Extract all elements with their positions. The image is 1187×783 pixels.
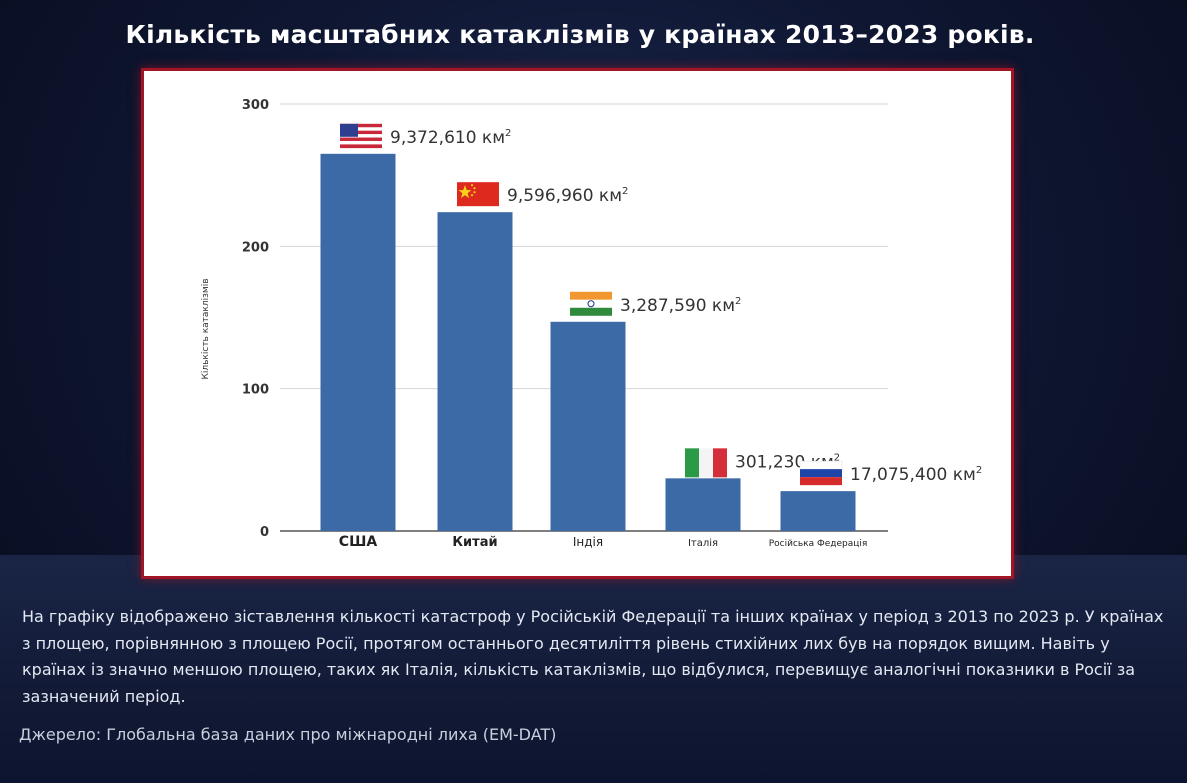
chart-caption: На графіку відображено зіставлення кільк… [22,604,1164,710]
area-annotation: 3,287,590 км2 [620,296,741,316]
chart-panel: 0 100 200 300 Кількість катаклізмів США 9,372,… [141,68,1014,579]
y-tick-label: 200 [242,240,269,255]
area-annotation: 9,596,960 км2 [507,186,628,206]
y-tick-label: 100 [242,383,269,398]
x-tick-label: Російська Федерація [769,539,868,549]
page-title: Кількість масштабних катаклізмів у країн… [125,20,1035,49]
source-note: Джерело: Глобальна база даних про міжнар… [19,725,557,744]
caption-line: з площею, порівнянною з площею Росії, пр… [22,633,1110,653]
russia-flag [799,460,843,486]
caption-line: зазначений період. [22,686,186,706]
y-axis-label: Кількість катаклізмів [201,278,211,379]
china-flag [457,182,499,207]
x-tick-label: Індія [573,535,603,549]
x-tick-label: Італія [688,537,718,549]
area-annotation: 17,075,400 км2 [850,465,982,485]
y-tick-label: 300 [242,98,269,113]
area-annotation: 9,372,610 км2 [390,128,511,148]
x-tick-label: Китай [452,535,497,550]
bar [665,478,741,531]
background-lower-band [0,555,1187,783]
usa-flag [340,123,382,149]
italy-flag [685,448,727,478]
bar [437,212,513,531]
bar [780,491,856,531]
caption-line: На графіку відображено зіставлення кільк… [22,607,1164,626]
bar-chart: 0 100 200 300 Кількість катаклізмів США 9,372,… [201,98,982,550]
y-tick-label: 0 [260,525,269,540]
x-tick-label: США [339,534,378,550]
bar [550,321,626,531]
india-flag [570,291,612,316]
caption-line: країнах із значно меншою площею, таких я… [22,660,1136,679]
bar [320,153,396,532]
